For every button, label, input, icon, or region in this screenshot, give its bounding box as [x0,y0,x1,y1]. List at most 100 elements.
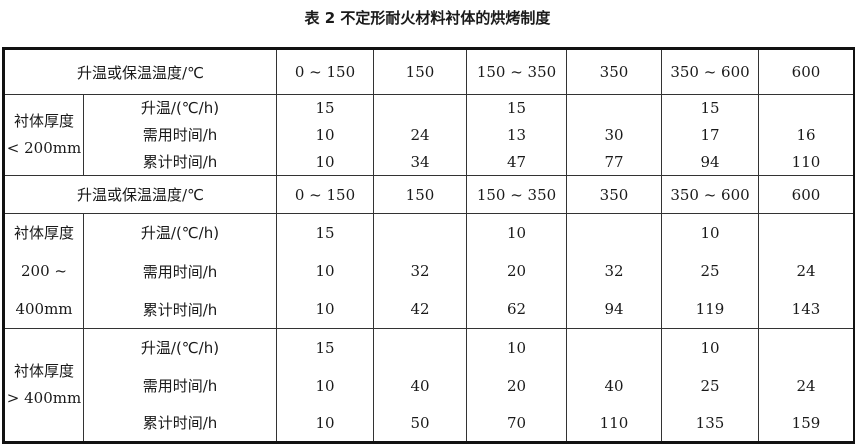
table-cell: 15 [276,213,374,252]
table-cell: 10 [661,213,759,252]
table-cell: 15 [276,328,374,367]
header-column: 0 ~ 150 [276,48,374,95]
table-cell: 94 [566,290,662,329]
table-cell [566,213,662,252]
row-label: 升温/(℃/h) [83,328,277,367]
row-label: 累计时间/h [83,290,277,329]
table-cell: 13 [466,120,567,149]
table-cell [566,94,662,121]
table-row: 累计时间/h 10 42 62 94 119 143 [4,290,855,329]
table-cell: 20 [466,366,567,405]
table-row: 需用时间/h 10 24 13 30 17 16 [4,120,855,149]
table-cell: 10 [466,328,567,367]
thickness-group-label: 衬体厚度 < 200mm [3,94,84,176]
header-column: 150 [373,48,467,95]
table-cell: 135 [661,404,759,443]
table-cell: 10 [276,366,374,405]
row-label: 累计时间/h [83,148,277,176]
table-row: 衬体厚度 < 200mm 升温/(℃/h) 15 15 15 [3,94,855,176]
header-column: 600 [758,48,855,95]
table-cell: 40 [566,366,662,405]
group-label-line: 衬体厚度 [13,362,74,380]
table-row: 衬体厚度 > 400mm 升温/(℃/h) 15 10 10 [3,328,855,443]
table-cell [758,94,855,121]
table-cell: 10 [276,404,374,443]
table-cell: 77 [566,148,662,176]
table-cell [373,213,467,252]
table-cell: 47 [466,148,567,176]
table-cell: 17 [661,120,759,149]
table-cell: 20 [466,251,567,291]
baking-schedule-table: 升温或保温温度/℃ 0 ~ 150 150 150 ~ 350 350 350 ~ 600… [2,47,855,444]
table-cell: 70 [466,404,567,443]
group-label-line: > 400mm [6,389,82,407]
header-column: 350 [566,175,662,214]
table-cell: 25 [661,251,759,291]
header-label: 升温或保温温度/℃ [3,175,277,214]
group-label-line: 400mm [15,300,73,318]
table-cell [373,328,467,367]
thickness-group-label: 衬体厚度 200 ~ 400mm [3,213,84,329]
table-cell: 24 [373,120,467,149]
table-row: 衬体厚度 200 ~400mm 升温/(℃/h) 15 10 10 [3,213,855,329]
table-cell: 42 [373,290,467,329]
table-cell: 110 [566,404,662,443]
table-cell: 10 [276,148,374,176]
table-cell: 10 [661,328,759,367]
table-cell: 10 [276,251,374,291]
table-row: 累计时间/h 10 50 70 110 135 159 [4,404,855,443]
table-cell: 24 [758,251,855,291]
thickness-group-label: 衬体厚度 > 400mm [3,328,84,443]
table-cell: 10 [276,290,374,329]
group-label-line: < 200mm [6,139,82,157]
table-cell: 50 [373,404,467,443]
table-cell: 16 [758,120,855,149]
table-cell: 62 [466,290,567,329]
header-row: 升温或保温温度/℃ 0 ~ 150 150 150 ~ 350 350 350 ~ 600… [3,175,855,214]
table-cell: 143 [758,290,855,329]
header-column: 150 ~ 350 [466,48,567,95]
row-label: 需用时间/h [83,251,277,291]
group-label-line: 衬体厚度 [13,112,74,130]
table-cell: 25 [661,366,759,405]
header-column: 350 ~ 600 [661,48,759,95]
header-column: 350 ~ 600 [661,175,759,214]
table-cell [373,94,467,121]
row-label: 需用时间/h [83,120,277,149]
table-cell: 32 [566,251,662,291]
table-cell: 30 [566,120,662,149]
table-cell: 10 [466,213,567,252]
table-cell [758,213,855,252]
row-label: 升温/(℃/h) [83,94,277,121]
group-label-line: 200 ~ [21,262,67,280]
table-row: 需用时间/h 10 40 20 40 25 24 [4,366,855,405]
header-column: 350 [566,48,662,95]
header-column: 0 ~ 150 [276,175,374,214]
table-cell: 159 [758,404,855,443]
header-column: 150 ~ 350 [466,175,567,214]
table-cell: 15 [276,94,374,121]
header-column: 150 [373,175,467,214]
table-cell: 110 [758,148,855,176]
table-cell [566,328,662,367]
row-label: 需用时间/h [83,366,277,405]
table-cell: 32 [373,251,467,291]
table-cell: 94 [661,148,759,176]
header-row: 升温或保温温度/℃ 0 ~ 150 150 150 ~ 350 350 350 ~ 600… [3,48,855,95]
table-cell: 15 [466,94,567,121]
row-label: 累计时间/h [83,404,277,443]
table-cell: 40 [373,366,467,405]
table-row: 累计时间/h 10 34 47 77 94 110 [4,148,855,176]
table-cell: 34 [373,148,467,176]
table-row: 需用时间/h 10 32 20 32 25 24 [4,251,855,291]
table-cell: 119 [661,290,759,329]
table-caption: 表 2 不定形耐火材料衬体的烘烤制度 [304,9,551,27]
table-cell: 10 [276,120,374,149]
header-label: 升温或保温温度/℃ [3,48,277,95]
table-cell: 15 [661,94,759,121]
group-label-line: 衬体厚度 [13,224,74,242]
row-label: 升温/(℃/h) [83,213,277,252]
header-column: 600 [758,175,855,214]
table-cell [758,328,855,367]
table-cell: 24 [758,366,855,405]
